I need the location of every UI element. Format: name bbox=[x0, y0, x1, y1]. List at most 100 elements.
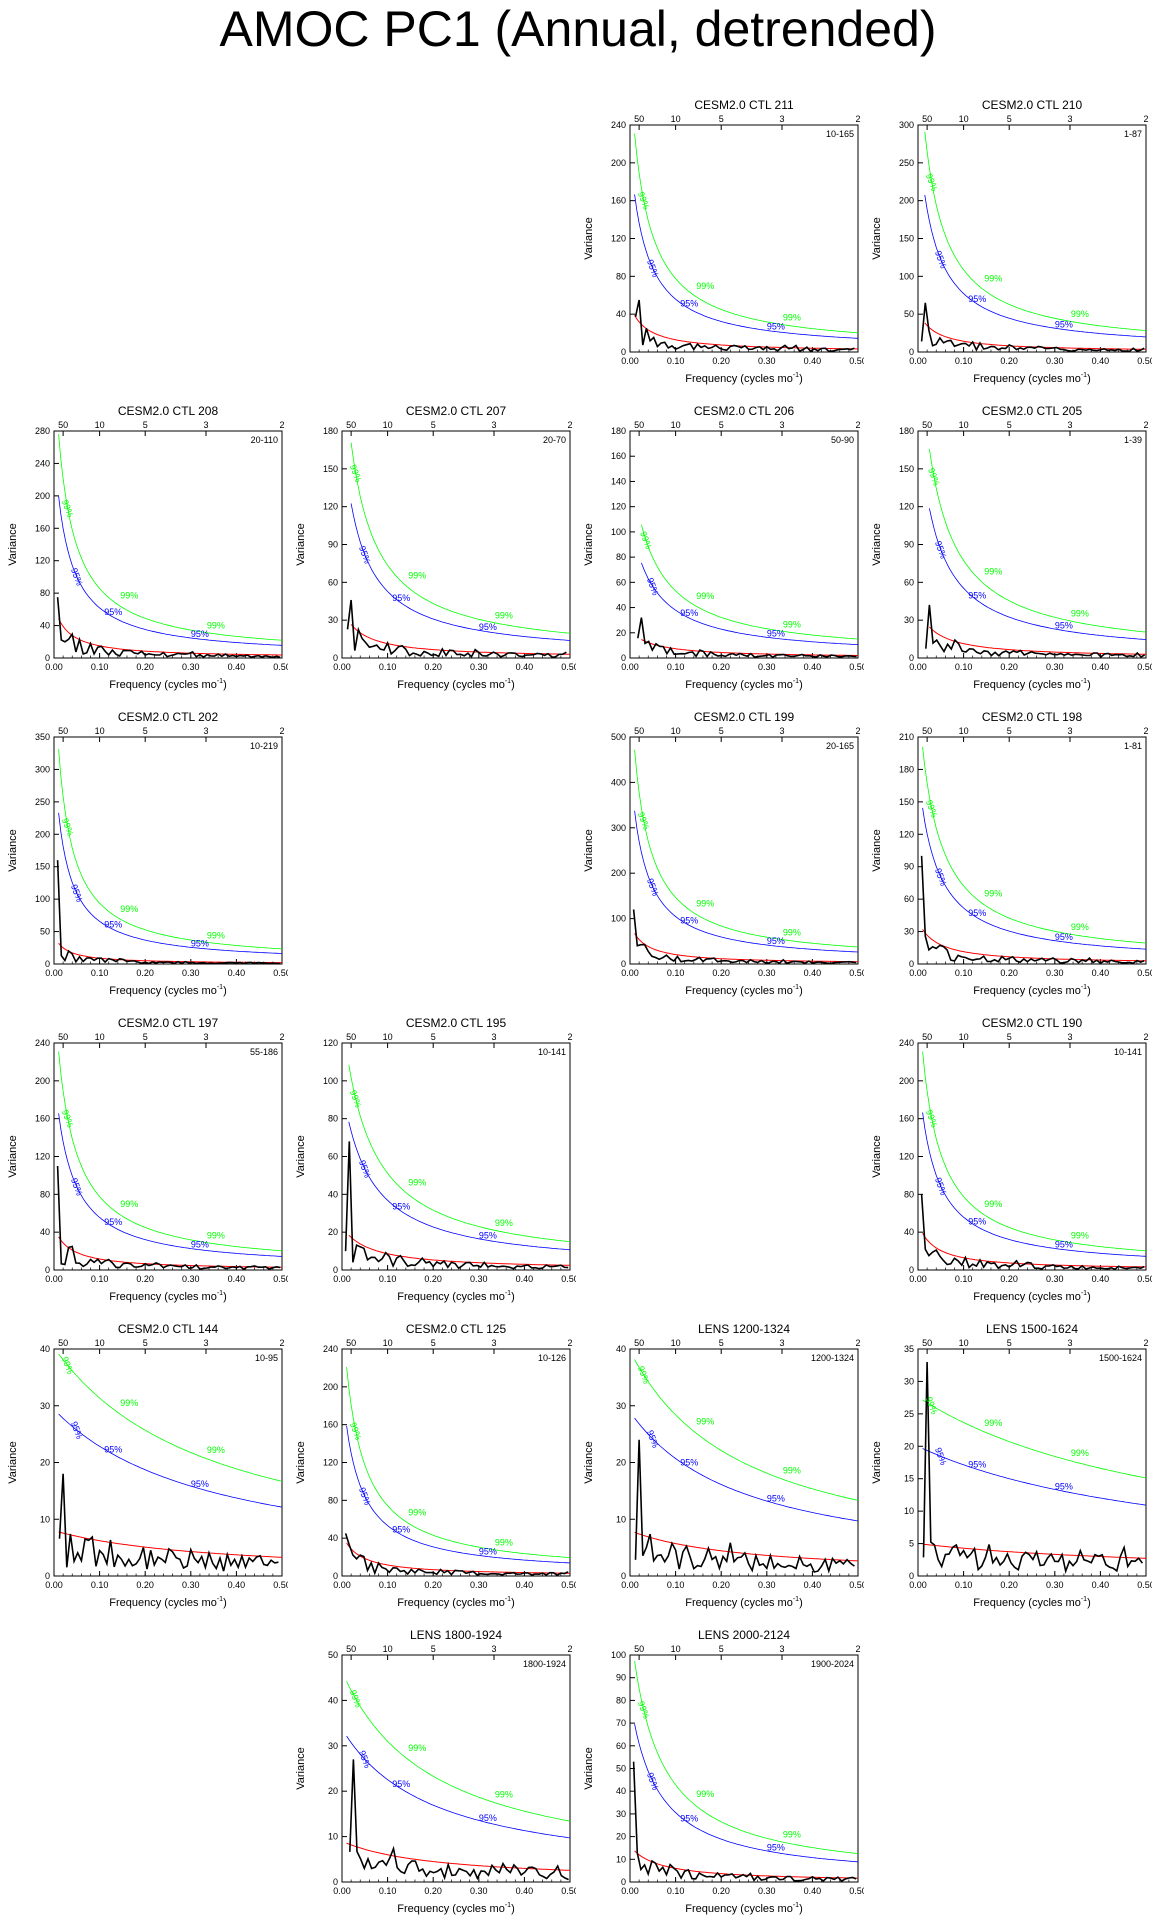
x-tick-label: 0.50 bbox=[849, 968, 864, 978]
y-tick-label: 200 bbox=[35, 1076, 50, 1086]
period-tick-label: 3 bbox=[203, 726, 208, 736]
x-axis-label: Frequency (cycles mo-1) bbox=[397, 1902, 515, 1915]
red-noise-curve bbox=[346, 1542, 570, 1574]
confidence-95-curve bbox=[929, 508, 1147, 640]
x-tick-label: 0.30 bbox=[182, 1274, 200, 1284]
x-tick-label: 0.20 bbox=[136, 1580, 154, 1590]
label-95: 95% bbox=[645, 1429, 661, 1449]
x-axis-label: Frequency (cycles mo-1) bbox=[973, 1596, 1091, 1609]
period-tick-label: 5 bbox=[719, 1338, 724, 1348]
x-tick-label: 0.10 bbox=[667, 356, 685, 366]
y-tick-label: 200 bbox=[35, 829, 50, 839]
confidence-95-curve bbox=[346, 1425, 571, 1564]
label-99: 99% bbox=[348, 1089, 364, 1109]
confidence-95-curve bbox=[922, 1112, 1147, 1257]
y-tick-label: 160 bbox=[35, 1114, 50, 1124]
label-95: 95% bbox=[680, 299, 698, 309]
x-axis-label: Frequency (cycles mo-1) bbox=[109, 1290, 227, 1303]
label-95: 95% bbox=[968, 590, 986, 600]
y-tick-label: 120 bbox=[35, 1152, 50, 1162]
y-tick-label: 60 bbox=[904, 894, 914, 904]
y-tick-label: 20 bbox=[328, 1227, 338, 1237]
period-tick-label: 10 bbox=[671, 114, 681, 124]
spectrum-chart: CESM2.0 CTL 198 1-81 0.00 0.10 0.20 0.30 0.40 0… bbox=[871, 710, 1152, 997]
y-tick-label: 120 bbox=[899, 502, 914, 512]
x-tick-label: 0.30 bbox=[758, 1886, 776, 1896]
y-tick-label: 160 bbox=[323, 1420, 338, 1430]
x-tick-label: 0.20 bbox=[136, 1274, 154, 1284]
label-95: 95% bbox=[1055, 1481, 1073, 1491]
label-95: 95% bbox=[680, 1814, 698, 1824]
period-tick-label: 5 bbox=[719, 114, 724, 124]
y-tick-label: 0 bbox=[909, 347, 914, 357]
x-tick-label: 0.00 bbox=[333, 1886, 351, 1896]
x-tick-label: 0.50 bbox=[849, 1886, 864, 1896]
label-95: 95% bbox=[104, 1217, 122, 1227]
spectrum-chart: CESM2.0 CTL 190 10-141 0.00 0.10 0.20 0.30 0.4… bbox=[871, 1016, 1152, 1303]
range-label: 10-141 bbox=[1114, 1047, 1142, 1057]
x-tick-label: 0.40 bbox=[1092, 356, 1110, 366]
label-99: 99% bbox=[783, 313, 801, 323]
label-95: 95% bbox=[680, 1458, 698, 1468]
x-tick-label: 0.30 bbox=[470, 1580, 488, 1590]
label-95: 95% bbox=[645, 576, 661, 596]
label-95: 95% bbox=[1055, 1240, 1073, 1250]
period-tick-label: 2 bbox=[855, 114, 860, 124]
panel-title: CESM2.0 CTL 210 bbox=[982, 98, 1083, 112]
range-label: 10-95 bbox=[255, 1353, 278, 1363]
label-99: 99% bbox=[924, 172, 940, 192]
y-axis-label: Variance bbox=[7, 1135, 19, 1178]
period-tick-label: 2 bbox=[855, 1644, 860, 1654]
label-99: 99% bbox=[984, 889, 1002, 899]
y-tick-label: 180 bbox=[899, 764, 914, 774]
spectrum-panel: LENS 1800-1924 1800-1924 0.00 0.10 0.20 0.30 0… bbox=[290, 1627, 576, 1923]
spectrum-panel: CESM2.0 CTL 199 20-165 0.00 0.10 0.20 0.30 0.4… bbox=[578, 709, 864, 1005]
spectrum-line bbox=[634, 1439, 855, 1574]
spectrum-panel: CESM2.0 CTL 207 20-70 0.00 0.10 0.20 0.30 0.40… bbox=[290, 403, 576, 699]
red-noise-curve bbox=[634, 1850, 858, 1879]
x-tick-label: 0.40 bbox=[804, 1580, 822, 1590]
x-tick-label: 0.50 bbox=[849, 1580, 864, 1590]
period-tick-label: 2 bbox=[1143, 114, 1148, 124]
panel-title: CESM2.0 CTL 197 bbox=[118, 1016, 219, 1030]
y-tick-label: 150 bbox=[899, 464, 914, 474]
range-label: 10-141 bbox=[538, 1047, 566, 1057]
y-tick-label: 20 bbox=[904, 1441, 914, 1451]
period-tick-label: 5 bbox=[719, 420, 724, 430]
label-99: 99% bbox=[638, 530, 654, 550]
x-tick-label: 0.30 bbox=[470, 1886, 488, 1896]
y-tick-label: 0 bbox=[621, 347, 626, 357]
period-tick-label: 3 bbox=[203, 1032, 208, 1042]
spectrum-chart: CESM2.0 CTL 208 20-110 0.00 0.10 0.20 0.30 0.4… bbox=[7, 404, 288, 691]
y-axis-label: Variance bbox=[583, 523, 595, 566]
x-tick-label: 0.20 bbox=[424, 1274, 442, 1284]
label-99: 99% bbox=[696, 281, 714, 291]
y-tick-label: 20 bbox=[616, 1458, 626, 1468]
x-tick-label: 0.20 bbox=[1000, 1580, 1018, 1590]
label-99: 99% bbox=[783, 1466, 801, 1476]
x-tick-label: 0.10 bbox=[91, 1580, 109, 1590]
y-tick-label: 50 bbox=[328, 1650, 338, 1660]
plot-frame bbox=[53, 430, 283, 659]
y-tick-label: 100 bbox=[611, 1650, 626, 1660]
y-tick-label: 80 bbox=[616, 552, 626, 562]
plot-frame bbox=[917, 736, 1147, 965]
period-tick-label: 2 bbox=[855, 420, 860, 430]
x-tick-label: 0.50 bbox=[561, 1886, 576, 1896]
x-tick-label: 0.10 bbox=[955, 662, 973, 672]
confidence-95-curve bbox=[634, 1417, 859, 1522]
x-tick-label: 0.20 bbox=[136, 968, 154, 978]
y-tick-label: 240 bbox=[35, 458, 50, 468]
x-tick-label: 0.10 bbox=[379, 1274, 397, 1284]
period-tick-label: 2 bbox=[855, 726, 860, 736]
period-tick-label: 2 bbox=[1143, 1032, 1148, 1042]
confidence-99-curve bbox=[922, 1051, 1147, 1252]
label-99: 99% bbox=[120, 590, 138, 600]
x-tick-label: 0.10 bbox=[379, 1886, 397, 1896]
period-tick-label: 3 bbox=[779, 420, 784, 430]
y-tick-label: 0 bbox=[45, 1571, 50, 1581]
confidence-95-curve bbox=[58, 496, 283, 646]
x-tick-label: 0.10 bbox=[667, 1580, 685, 1590]
period-tick-label: 10 bbox=[95, 1338, 105, 1348]
plot-frame bbox=[629, 1654, 859, 1883]
